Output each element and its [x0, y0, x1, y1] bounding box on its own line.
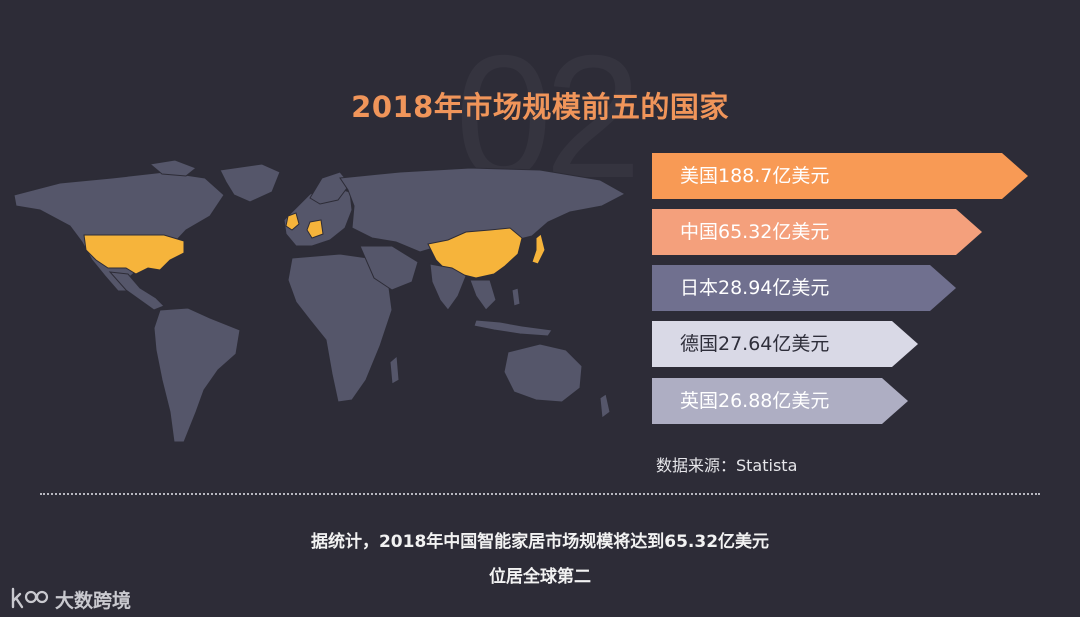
map-greenland	[219, 163, 281, 203]
ranking-bar-japan: 日本28.94亿美元	[652, 265, 956, 311]
page-title: 2018年市场规模前五的国家	[351, 90, 729, 124]
ranking-bar-germany: 德国27.64亿美元	[652, 321, 918, 367]
ranking-label-usa: 美国188.7亿美元	[680, 165, 830, 187]
ranking-label-uk: 英国26.88亿美元	[680, 390, 830, 412]
brand-name: 大数跨境	[55, 590, 132, 612]
map-indonesia	[473, 319, 553, 337]
dotted-divider	[40, 493, 1040, 495]
ranking-bar-usa: 美国188.7亿美元	[652, 153, 1028, 199]
map-germany	[306, 219, 324, 239]
map-uk	[285, 212, 300, 231]
brand-mark-icon	[11, 587, 49, 609]
ranking-bar-china: 中国65.32亿美元	[652, 209, 982, 255]
ranking-label-japan: 日本28.94亿美元	[680, 277, 830, 299]
map-madagascar	[389, 354, 400, 385]
map-philippines	[511, 287, 521, 307]
ranking-label-germany: 德国27.64亿美元	[680, 333, 830, 355]
map-japan	[531, 233, 546, 265]
map-south-america	[153, 307, 241, 443]
map-usa	[83, 234, 185, 275]
data-source: 数据来源：Statista	[656, 456, 798, 475]
ranking-bar-shape	[652, 265, 956, 311]
map-middle-east	[359, 245, 419, 291]
world-map	[0, 150, 640, 450]
ranking-bar-shape	[652, 378, 908, 424]
summary-line-1: 据统计，2018年中国智能家居市场规模将达到65.32亿美元	[310, 532, 770, 552]
map-central-america	[108, 271, 165, 311]
map-canada-islands	[148, 159, 197, 177]
map-southeast-asia	[469, 279, 497, 311]
map-india	[429, 263, 467, 311]
map-new-zealand	[599, 393, 611, 419]
summary-line-2: 位居全球第二	[489, 567, 591, 587]
ranking-bar-shape	[652, 153, 1028, 199]
ranking-bar-uk: 英国26.88亿美元	[652, 378, 908, 424]
ranking-bar-shape	[652, 209, 982, 255]
ranking-label-china: 中国65.32亿美元	[680, 221, 830, 243]
ranking-bar-shape	[652, 321, 918, 367]
map-australia	[503, 343, 583, 403]
